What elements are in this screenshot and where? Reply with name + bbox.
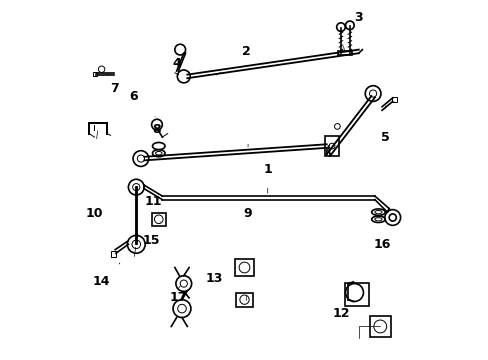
Text: 13: 13 — [205, 272, 223, 285]
Bar — [111, 251, 115, 257]
Text: 12: 12 — [331, 307, 349, 320]
Text: 1: 1 — [263, 163, 271, 176]
Text: 9: 9 — [243, 207, 252, 220]
Bar — [236, 293, 252, 307]
Text: 17: 17 — [169, 291, 187, 305]
Bar — [234, 258, 254, 276]
Bar — [391, 97, 396, 103]
Text: 4: 4 — [172, 57, 181, 71]
Text: 8: 8 — [152, 123, 161, 136]
Bar — [152, 212, 165, 226]
Text: 10: 10 — [85, 207, 103, 220]
Text: 3: 3 — [354, 11, 363, 24]
Bar — [93, 72, 97, 76]
Text: 11: 11 — [144, 195, 162, 208]
Text: 5: 5 — [381, 131, 389, 144]
Text: 14: 14 — [93, 275, 110, 288]
Bar — [345, 283, 368, 306]
Text: 16: 16 — [372, 238, 390, 251]
Text: 2: 2 — [242, 45, 250, 58]
Bar — [324, 136, 339, 156]
Bar — [337, 51, 352, 55]
Text: 7: 7 — [109, 82, 118, 95]
Bar — [369, 316, 390, 337]
Text: 15: 15 — [142, 234, 160, 247]
Text: 6: 6 — [129, 90, 138, 103]
